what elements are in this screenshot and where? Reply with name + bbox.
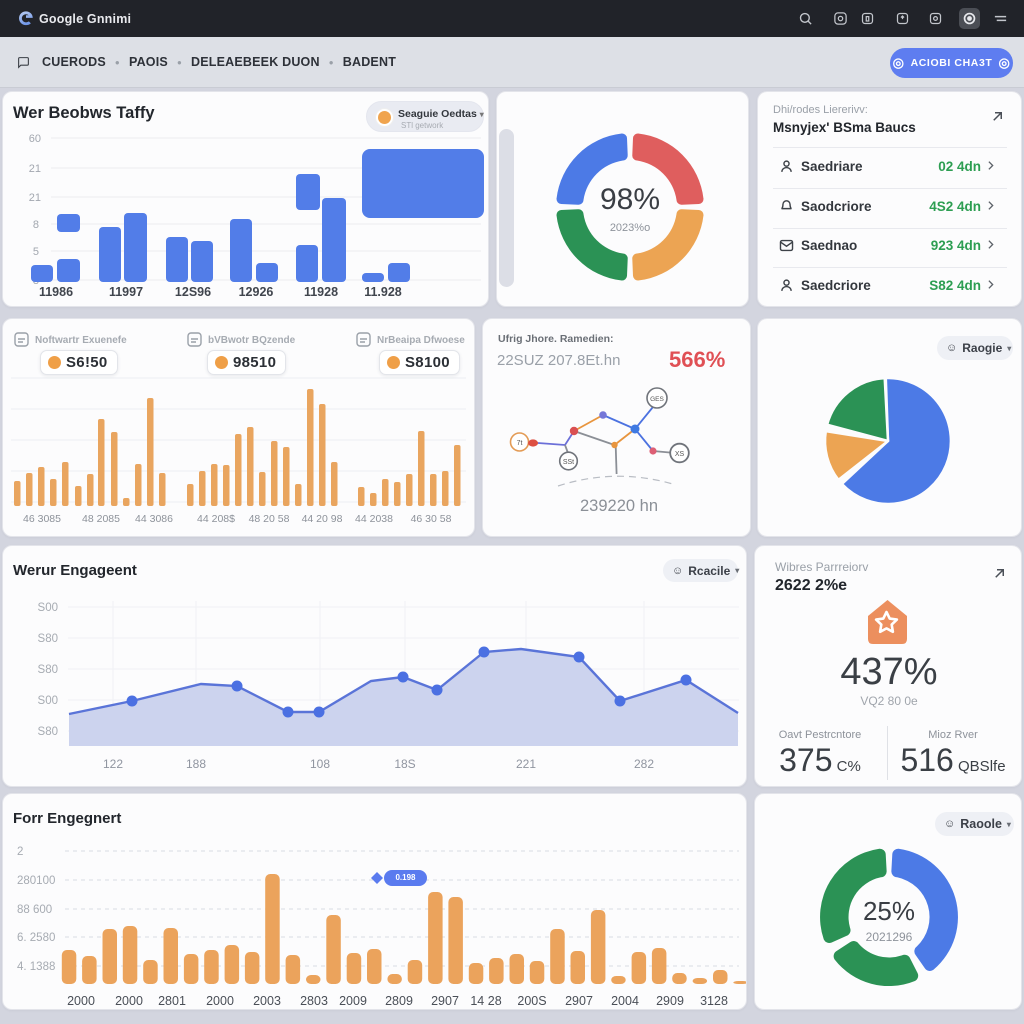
svg-text:108: 108 [310,757,330,771]
svg-text:2023%o: 2023%o [610,222,650,234]
svg-text:11.928: 11.928 [364,285,402,299]
svg-text:60: 60 [29,133,41,145]
svg-text:6. 2580: 6. 2580 [17,932,55,944]
svg-text:XS: XS [675,451,685,458]
svg-text:48 20 58: 48 20 58 [249,513,290,525]
svg-text:NrBeaipa Dfwoese: NrBeaipa Dfwoese [377,335,465,346]
svg-text:7t: 7t [517,440,523,447]
svg-text:282: 282 [634,757,654,771]
svg-text:2000: 2000 [115,994,143,1008]
svg-text:44 3086: 44 3086 [135,513,173,525]
svg-text:3128: 3128 [700,994,728,1008]
svg-text:12S96: 12S96 [175,285,211,299]
svg-text:2803: 2803 [300,994,328,1008]
svg-text:bVBwotr BQzende: bVBwotr BQzende [208,335,296,346]
svg-text:46 3085: 46 3085 [23,513,61,525]
svg-text:280100: 280100 [17,875,55,887]
svg-text:11986: 11986 [39,285,73,299]
svg-text:2003: 2003 [253,994,281,1008]
svg-text:2000: 2000 [67,994,95,1008]
svg-text:25%: 25% [863,896,915,926]
svg-text:11997: 11997 [109,285,143,299]
svg-text:Noftwartr Exuenefe: Noftwartr Exuenefe [35,335,127,346]
svg-text:44 208$: 44 208$ [197,513,235,525]
svg-text:2909: 2909 [656,994,684,1008]
svg-text:2021296: 2021296 [866,930,913,944]
svg-text:239220 hn: 239220 hn [580,497,658,515]
svg-text:44 2038: 44 2038 [355,513,393,525]
svg-text:2009: 2009 [339,994,367,1008]
svg-text:2907: 2907 [431,994,459,1008]
svg-text:2907: 2907 [565,994,593,1008]
svg-text:122: 122 [103,757,123,771]
svg-text:2: 2 [17,846,23,858]
svg-text:2004: 2004 [611,994,639,1008]
svg-text:18S: 18S [394,757,415,771]
svg-text:221: 221 [516,757,536,771]
svg-text:S80: S80 [38,633,58,645]
svg-text:11928: 11928 [304,285,338,299]
svg-text:46 30 58: 46 30 58 [411,513,452,525]
svg-text:S80: S80 [38,726,58,738]
svg-text:44 20 98: 44 20 98 [302,513,343,525]
svg-text:4. 1388: 4. 1388 [17,961,55,973]
svg-text:2809: 2809 [385,994,413,1008]
svg-text:S00: S00 [38,602,58,614]
svg-text:200S: 200S [517,994,546,1008]
svg-text:21: 21 [29,192,41,204]
svg-text:48 2085: 48 2085 [82,513,120,525]
svg-text:SSt: SSt [563,459,574,466]
svg-text:98%: 98% [600,183,660,216]
svg-text:12926: 12926 [239,285,274,299]
svg-text:5: 5 [33,246,39,258]
svg-text:188: 188 [186,757,206,771]
svg-text:8: 8 [33,219,39,231]
svg-text:S00: S00 [38,695,58,707]
svg-text:GES: GES [650,396,664,403]
svg-text:14 28: 14 28 [470,994,501,1008]
svg-text:2000: 2000 [206,994,234,1008]
svg-text:88 600: 88 600 [17,904,52,916]
svg-text:21: 21 [29,163,41,175]
svg-text:2801: 2801 [158,994,186,1008]
svg-text:S80: S80 [38,664,58,676]
